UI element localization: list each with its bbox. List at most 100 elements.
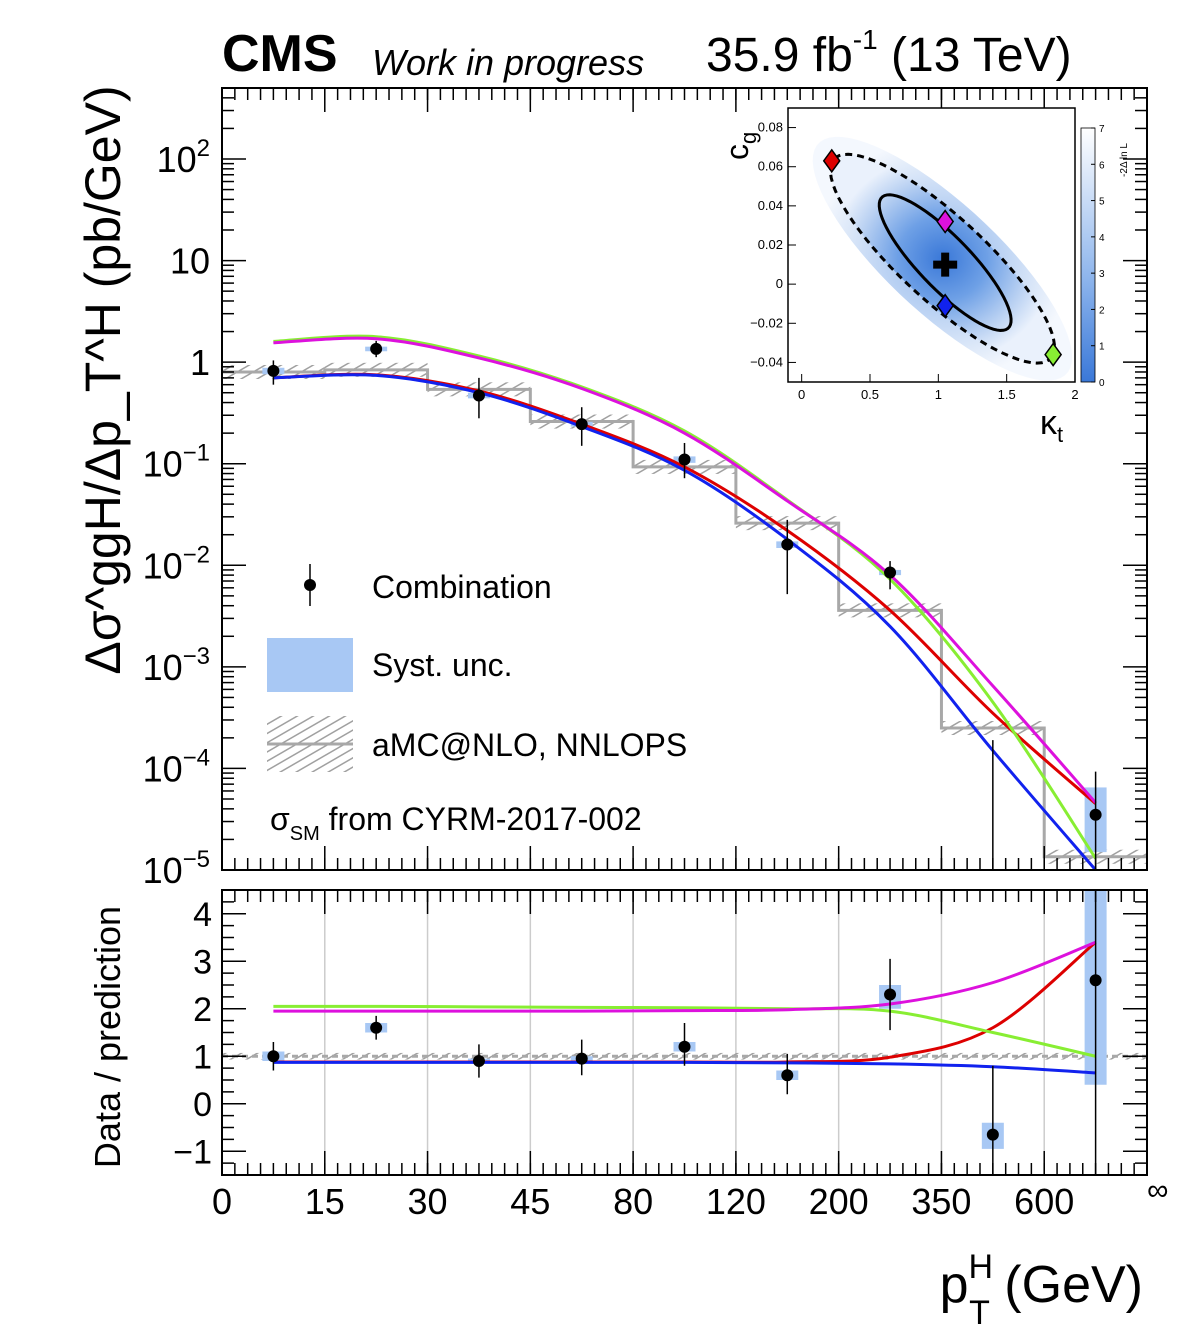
main-ytick-exp: −4 <box>183 744 210 771</box>
main-ytick-label: 1 <box>190 342 210 383</box>
inset-xtick-label: 0.5 <box>861 387 879 402</box>
benchmark-diamond-0 <box>822 148 841 174</box>
benchmark-diamond-3 <box>1044 342 1063 367</box>
lumi-exponent: -1 <box>852 24 878 55</box>
main-ytick-label: 10−1 <box>143 440 210 485</box>
data-point-30-45 <box>472 389 485 402</box>
main-ytick-label: 10−4 <box>143 744 210 789</box>
data-point-600-∞ <box>1089 808 1102 821</box>
legend-data-marker <box>304 579 316 591</box>
ratio-ytick-label: 2 <box>193 991 212 1029</box>
legend-syst-label: Syst. unc. <box>372 647 513 683</box>
data-point-45-80 <box>575 418 588 431</box>
ratio-point-80-120 <box>678 1040 691 1053</box>
data-point-80-120 <box>678 453 691 466</box>
prediction-curve-2 <box>273 336 1097 804</box>
main-ytick-exp: −5 <box>183 846 210 873</box>
main-ytick-base: 10 <box>143 545 183 586</box>
colorbar-tick-label: 6 <box>1099 160 1105 171</box>
status-label: Work in progress <box>372 42 645 83</box>
sigma-symbol: σ <box>270 801 290 837</box>
main-ytick-base: 1 <box>190 342 210 383</box>
sigma-text: from CYRM-2017-002 <box>320 801 642 837</box>
inset-y-title-sub: g <box>736 132 761 144</box>
colorbar-tick-label: 4 <box>1099 233 1105 244</box>
x-axis-title: pH T (GeV) <box>940 1248 1143 1329</box>
ratio-point-120-200 <box>781 1069 794 1082</box>
mc-prediction-step <box>222 368 1147 859</box>
colorbar-tick-label: 7 <box>1099 124 1105 135</box>
x-axis-title-sub: T <box>969 1294 990 1329</box>
inset-x-title: κt <box>1040 404 1063 447</box>
legend-combination-label: Combination <box>372 569 552 605</box>
contour-solid <box>877 193 1013 332</box>
inset-xtick-label: 1 <box>935 387 942 402</box>
inset-plot-area <box>812 136 1073 381</box>
ratio-ytick-label: −1 <box>173 1133 212 1171</box>
inset-ytick-label: −0.02 <box>750 315 783 330</box>
ratio-y-axis-title: Data / prediction <box>87 906 128 1168</box>
inset-ytick-label: 0 <box>776 276 783 291</box>
ratio-syst-group <box>262 890 1107 1149</box>
benchmark-diamond-1 <box>936 209 955 234</box>
main-ytick-base: 10 <box>143 647 183 688</box>
inset-ytick-label: 0.06 <box>758 159 783 174</box>
prediction-curve-1 <box>273 334 1097 860</box>
ratio-ytick-label: 4 <box>193 896 212 934</box>
ratio-ytick-label: 1 <box>193 1038 212 1076</box>
inset-xtick-label: 2 <box>1071 387 1078 402</box>
x-axis-title-unit: (GeV) <box>990 1256 1143 1314</box>
xtick-label: 80 <box>613 1181 653 1222</box>
ratio-point-600-∞ <box>1089 974 1102 987</box>
data-point-120-200 <box>781 538 794 551</box>
inset-x-title-sub: t <box>1057 422 1063 447</box>
main-mc-group <box>222 362 1147 864</box>
ratio-point-200-350 <box>884 988 897 1001</box>
main-ytick-label: 10−5 <box>143 846 210 891</box>
lumi-value: 35.9 fb <box>706 29 853 82</box>
inset-ytick-label: 0.04 <box>758 198 783 213</box>
main-ytick-label: 10 <box>170 241 210 282</box>
inset-ytick-label: 0.02 <box>758 237 783 252</box>
xtick-label: 600 <box>1014 1181 1074 1222</box>
data-point-0-15 <box>267 364 280 377</box>
xtick-label: 15 <box>305 1181 345 1222</box>
inset-ytick-label: −0.04 <box>750 354 783 369</box>
inset-ytick-label: 0.08 <box>758 120 783 135</box>
xtick-label: 120 <box>706 1181 766 1222</box>
main-ytick-exp: 2 <box>197 135 210 162</box>
prediction-curve-3 <box>273 373 1097 870</box>
main-ytick-exp: −2 <box>183 541 210 568</box>
main-ytick-label: 10−2 <box>143 541 210 586</box>
xtick-label: 350 <box>911 1181 971 1222</box>
best-fit-cross <box>933 252 958 277</box>
contour-dashed <box>828 152 1056 365</box>
colorbar-tick-label: 0 <box>1099 378 1105 389</box>
colorbar-tick-label: 2 <box>1099 305 1105 316</box>
main-ytick-base: 10 <box>143 748 183 789</box>
benchmark-diamond-2 <box>936 293 955 318</box>
xtick-label: 30 <box>408 1181 448 1222</box>
xtick-label: 0 <box>212 1181 232 1222</box>
inset-y-title: cg <box>719 132 761 160</box>
data-point-200-350 <box>884 566 897 579</box>
main-ytick-base: 10 <box>170 241 210 282</box>
ratio-point-15-30 <box>370 1021 383 1034</box>
x-axis-title-sup: H <box>969 1248 994 1286</box>
main-data-group <box>267 340 1102 870</box>
colorbar-tick-label: 1 <box>1099 342 1105 353</box>
sigma-sub: SM <box>290 823 320 845</box>
energy-value: (13 TeV) <box>891 29 1072 82</box>
inset-xtick-label: 1.5 <box>998 387 1016 402</box>
xtick-label-infinity: ∞ <box>1147 1174 1168 1207</box>
legend-mc-label: aMC@NLO, NNLOPS <box>372 727 687 763</box>
ratio-data-group <box>267 890 1102 1175</box>
ratio-ytick-label: 3 <box>193 943 212 981</box>
xtick-label: 45 <box>510 1181 550 1222</box>
inset-y-title-main: c <box>719 144 755 160</box>
x-axis-title-p: p <box>940 1256 969 1314</box>
ratio-point-350-600 <box>986 1128 999 1141</box>
main-ytick-exp: −3 <box>183 643 210 670</box>
ratio-point-45-80 <box>575 1052 588 1065</box>
